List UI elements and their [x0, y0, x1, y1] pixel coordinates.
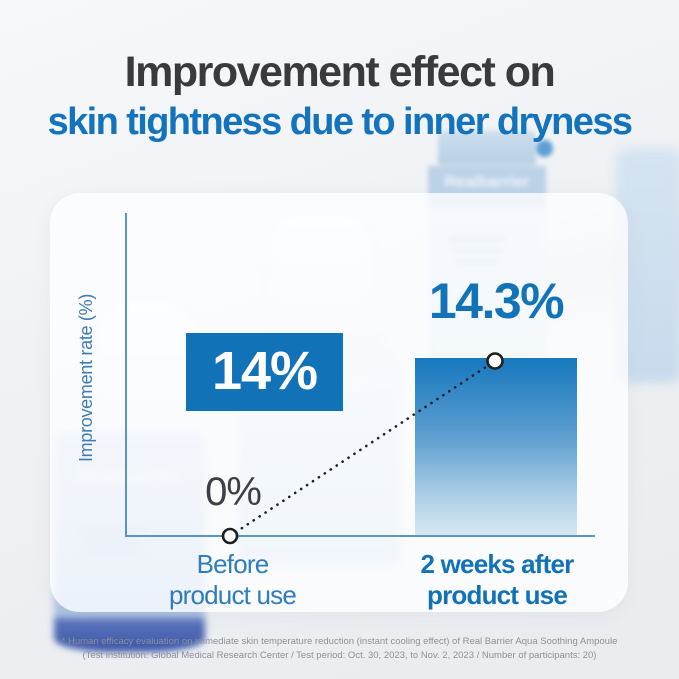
- footnote: * Human efficacy evaluation on immediate…: [0, 635, 679, 663]
- x-label-after-line2: product use: [427, 579, 568, 610]
- bottle-base-ring: [54, 618, 205, 652]
- y-axis-line: [125, 213, 127, 537]
- bottle-brand-label: Realbarrier: [444, 174, 530, 191]
- x-label-before-line2: product use: [168, 579, 297, 610]
- headline-line1: Improvement effect on: [124, 48, 556, 96]
- x-label-before: Before product use: [145, 549, 320, 610]
- before-value-label: 0%: [205, 470, 262, 514]
- headline-line2: skin tightness due to inner dryness: [47, 101, 633, 143]
- x-label-after-line1: 2 weeks after: [420, 549, 575, 579]
- after-value-label: 14.3%: [428, 273, 565, 329]
- x-axis-line: [125, 535, 595, 537]
- footnote-line2: (Test institution: Global Medical Resear…: [82, 650, 597, 661]
- bar-2-weeks-after: [415, 358, 577, 536]
- improvement-callout-badge: 14%: [186, 333, 343, 411]
- y-axis-label: Improvement rate (%): [76, 293, 96, 463]
- bottle-cap: [438, 131, 536, 165]
- x-label-after: 2 weeks after product use: [399, 549, 595, 610]
- footnote-line1: * Human efficacy evaluation on immediate…: [61, 636, 618, 647]
- x-label-before-line1: Before: [196, 549, 270, 579]
- background-blue-dot: [536, 140, 553, 157]
